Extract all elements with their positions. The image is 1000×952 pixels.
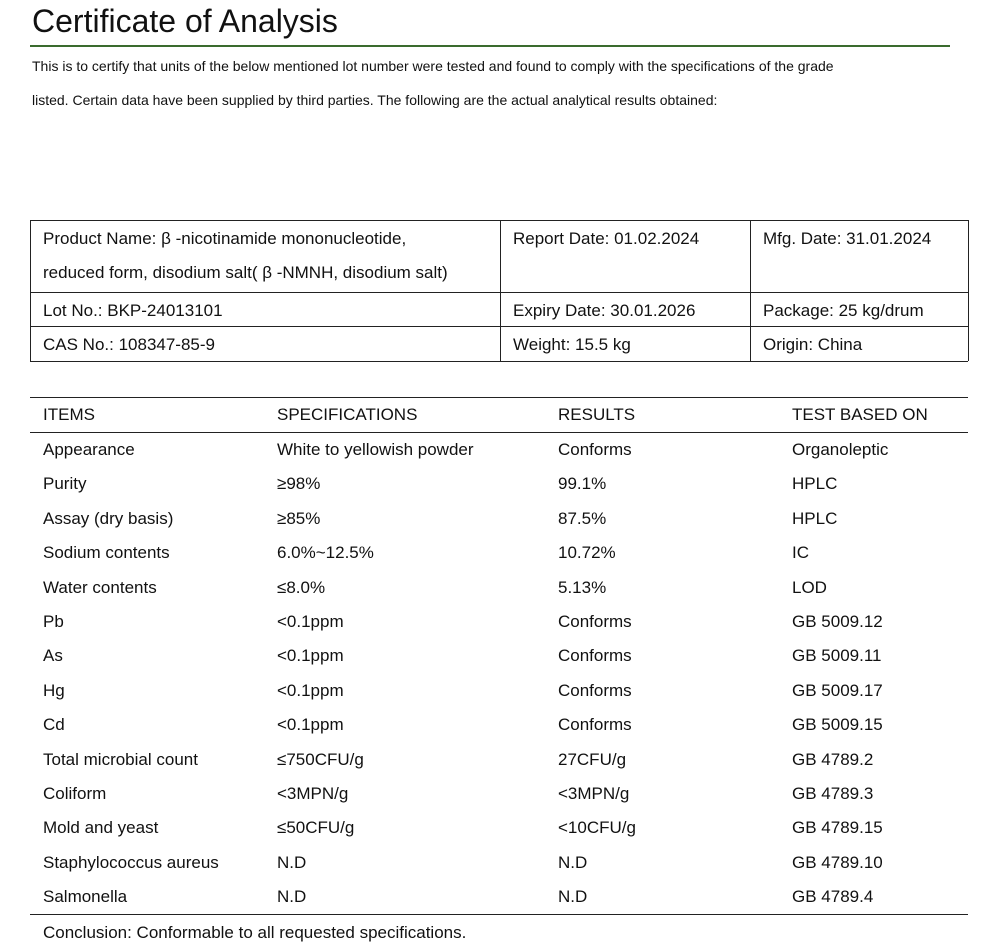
- info-cell: Weight: 15.5 kg: [513, 335, 631, 354]
- table-cell: Salmonella: [43, 887, 128, 907]
- table-cell: ≥98%: [277, 474, 321, 494]
- table-cell: GB 5009.15: [792, 715, 883, 735]
- table-rule: [30, 432, 968, 433]
- table-cell: Purity: [43, 474, 87, 494]
- table-cell: 27CFU/g: [558, 749, 627, 769]
- table-cell: ≤750CFU/g: [277, 749, 364, 769]
- table-cell: ≤8.0%: [277, 577, 326, 597]
- table-cell: GB 4789.2: [792, 749, 874, 769]
- table-cell: Coliform: [43, 784, 107, 803]
- info-rule: [750, 220, 751, 361]
- table-cell: ≤50CFU/g: [277, 818, 355, 838]
- table-cell: Sodium contents: [43, 543, 170, 563]
- info-cell: Expiry Date: 30.01.2026: [513, 301, 696, 320]
- table-cell: Conforms: [558, 612, 632, 631]
- table-cell: Assay (dry basis): [43, 508, 174, 528]
- info-cell: Origin: China: [763, 335, 863, 354]
- table-cell: <3MPN/g: [558, 784, 630, 803]
- info-rule: [30, 220, 31, 361]
- table-cell: LOD: [792, 577, 827, 597]
- info-rule: [30, 326, 968, 327]
- table-cell: IC: [792, 543, 809, 563]
- intro-line: listed. Certain data have been supplied …: [32, 92, 718, 108]
- column-header: RESULTS: [558, 405, 636, 424]
- column-header: ITEMS: [43, 405, 95, 424]
- table-cell: Organoleptic: [792, 440, 889, 459]
- title: Certificate of Analysis: [32, 3, 338, 39]
- info-rule: [968, 220, 969, 361]
- table-cell: 5.13%: [558, 577, 607, 597]
- info-cell: Report Date: 01.02.2024: [513, 229, 700, 248]
- table-cell: 10.72%: [558, 543, 616, 563]
- title-rule: [30, 45, 950, 47]
- table-cell: HPLC: [792, 508, 838, 528]
- table-cell: Hg: [43, 680, 65, 700]
- table-cell: White to yellowish powder: [277, 440, 474, 459]
- table-cell: 99.1%: [558, 474, 607, 494]
- info-cell: Lot No.: BKP-24013101: [43, 301, 223, 320]
- info-rule: [30, 292, 968, 293]
- table-cell: GB 4789.10: [792, 852, 883, 872]
- table-cell: Staphylococcus aureus: [43, 852, 219, 872]
- info-rule: [500, 220, 501, 361]
- table-cell: GB 4789.15: [792, 818, 883, 838]
- table-cell: <0.1ppm: [277, 715, 344, 735]
- table-cell: GB 5009.17: [792, 680, 883, 700]
- table-rule: [30, 914, 968, 915]
- intro-line: This is to certify that units of the bel…: [32, 58, 834, 74]
- table-rule: [30, 397, 968, 398]
- table-cell: <10CFU/g: [558, 818, 636, 838]
- info-rule: [30, 220, 968, 221]
- info-cell: reduced form, disodium salt( β -NMNH, di…: [43, 263, 448, 282]
- table-cell: Conforms: [558, 715, 632, 735]
- conclusion: Conclusion: Conformable to all requested…: [43, 923, 467, 942]
- info-rule: [30, 361, 968, 362]
- table-cell: Mold and yeast: [43, 818, 159, 838]
- table-cell: <0.1ppm: [277, 646, 344, 666]
- table-cell: Conforms: [558, 680, 632, 700]
- table-cell: Conforms: [558, 646, 632, 666]
- info-cell: Package: 25 kg/drum: [763, 301, 924, 320]
- table-cell: Pb: [43, 612, 64, 631]
- table-cell: N.D: [558, 887, 588, 907]
- table-cell: <0.1ppm: [277, 680, 344, 700]
- column-header: SPECIFICATIONS: [277, 405, 418, 424]
- table-cell: Total microbial count: [43, 749, 198, 769]
- info-cell: Mfg. Date: 31.01.2024: [763, 229, 932, 248]
- column-header: TEST BASED ON: [792, 405, 928, 424]
- table-cell: As: [43, 646, 63, 666]
- table-cell: GB 4789.3: [792, 784, 874, 803]
- table-cell: Cd: [43, 715, 65, 735]
- table-cell: GB 5009.12: [792, 612, 883, 631]
- table-cell: <0.1ppm: [277, 612, 344, 631]
- table-cell: GB 5009.11: [792, 646, 882, 666]
- table-cell: 6.0%~12.5%: [277, 543, 374, 563]
- table-cell: Water contents: [43, 577, 157, 597]
- table-cell: GB 4789.4: [792, 887, 874, 907]
- table-cell: Appearance: [43, 440, 135, 459]
- table-cell: <3MPN/g: [277, 784, 349, 803]
- info-cell: CAS No.: 108347-85-9: [43, 335, 215, 354]
- table-cell: N.D: [558, 852, 588, 872]
- info-cell: Product Name: β -nicotinamide mononucleo…: [43, 229, 407, 248]
- table-cell: 87.5%: [558, 508, 607, 528]
- table-cell: N.D: [277, 852, 307, 872]
- table-cell: HPLC: [792, 474, 838, 494]
- table-cell: Conforms: [558, 440, 632, 459]
- table-cell: N.D: [277, 887, 307, 907]
- table-cell: ≥85%: [277, 508, 321, 528]
